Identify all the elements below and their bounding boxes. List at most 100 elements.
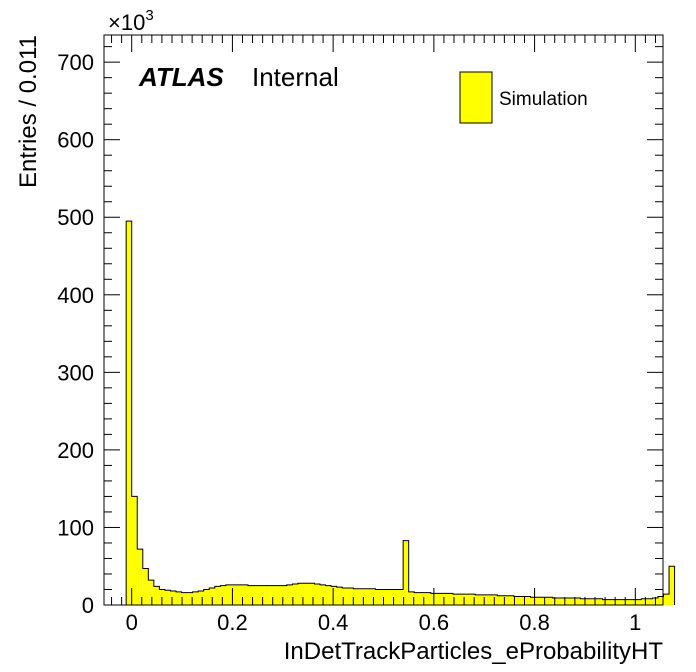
histogram-bar (192, 591, 199, 605)
x-axis-label: InDetTrackParticles_eProbabilityHT (284, 638, 664, 665)
y-axis-multiplier: ×103 (108, 7, 154, 35)
histogram-bar (513, 596, 520, 605)
histogram-bar (458, 594, 465, 605)
histogram-bar (397, 589, 404, 605)
histogram-bar (253, 585, 260, 605)
histogram-bar (164, 590, 171, 605)
histogram-bar (320, 584, 326, 605)
histogram-bar (452, 594, 459, 605)
histogram-bar (353, 588, 359, 605)
histogram-bar (148, 580, 154, 605)
histogram-bar (153, 586, 160, 605)
histogram-outline (125, 220, 676, 605)
histogram-bar (220, 585, 226, 605)
histogram-bar (591, 598, 598, 605)
histogram-bar (403, 540, 409, 605)
histogram-bar (264, 585, 271, 605)
histogram-bar (475, 594, 481, 605)
atlas-status: Internal (252, 62, 339, 92)
y-tick-label: 0 (82, 593, 94, 618)
histogram-bar (630, 599, 636, 605)
histogram-bar (187, 592, 193, 605)
histogram-bar (281, 585, 287, 605)
histogram-bar (386, 589, 393, 605)
x-tick-label: 1 (629, 610, 641, 635)
histogram-bar (552, 598, 559, 605)
x-axis-ticks: 0 0.2 0.4 0.6 0.8 1 (111, 35, 656, 635)
histogram-bar (441, 593, 448, 605)
histogram-bar (308, 583, 315, 605)
histogram-bar (414, 592, 420, 605)
x-tick-label: 0 (126, 610, 138, 635)
histogram-bar (214, 586, 221, 605)
histogram-bar (486, 594, 492, 605)
histogram-bar (419, 592, 426, 605)
histogram-bar (597, 598, 603, 605)
histogram-bar (209, 587, 215, 605)
histogram-bar (275, 585, 282, 605)
x-tick-label: 0.4 (318, 610, 349, 635)
histogram-bar (303, 583, 309, 605)
histogram-bar (547, 597, 553, 605)
histogram-bar (364, 588, 370, 605)
histogram-bar (408, 591, 415, 605)
histogram-bar (331, 586, 337, 605)
histogram-bar (530, 597, 537, 605)
y-axis-ticks: 0 100 200 300 400 500 600 700 (57, 46, 663, 618)
histogram-bar (270, 585, 276, 605)
histogram-bar (447, 593, 453, 605)
histogram-bar (336, 587, 343, 605)
histogram-bar (635, 599, 642, 605)
histogram-bar (574, 598, 581, 605)
histogram-bar (580, 598, 586, 605)
histogram-bar (502, 595, 509, 605)
histogram-bar (569, 598, 575, 605)
histogram-bar (375, 589, 381, 605)
histogram-bar (613, 599, 620, 605)
y-tick-label: 100 (57, 515, 94, 540)
histogram-bar (286, 584, 293, 605)
histogram-bar (297, 583, 304, 605)
histogram-bar (342, 587, 348, 605)
histogram-bar (508, 595, 514, 605)
histogram-bar (464, 594, 470, 605)
histogram-bar (619, 599, 625, 605)
histogram-bar (236, 584, 243, 605)
legend-swatch (459, 71, 493, 124)
histogram-bar (142, 568, 149, 605)
histogram-bar (248, 585, 254, 605)
histogram-bar (347, 587, 354, 605)
histogram-bar (585, 598, 592, 605)
histogram-bar (292, 584, 298, 605)
histogram-bar (563, 598, 570, 605)
histogram-bar (480, 594, 487, 605)
histogram-bar (669, 566, 675, 605)
x-tick-label: 0.8 (519, 610, 550, 635)
y-axis-label: Entries / 0.011 (15, 35, 42, 188)
x-tick-label: 0.2 (217, 610, 248, 635)
y-tick-label: 200 (57, 438, 94, 463)
histogram-bar (646, 598, 653, 605)
histogram-bar (131, 496, 138, 605)
legend: Simulation (459, 71, 588, 124)
histogram-bar (242, 584, 249, 605)
histogram-bar (425, 592, 431, 605)
histogram-bar (641, 598, 647, 605)
histogram-bar (558, 598, 564, 605)
histogram-bar (497, 595, 503, 605)
histogram-bar (663, 594, 670, 605)
legend-entry: Simulation (499, 89, 588, 110)
histogram-bar (203, 589, 210, 605)
histogram-bar (392, 589, 398, 605)
histogram-bar (225, 584, 232, 605)
histogram-bar (314, 584, 321, 605)
histogram-bar (469, 594, 476, 605)
histogram-bar (325, 585, 332, 605)
histogram-bar (436, 593, 442, 605)
histogram-bar (170, 591, 177, 605)
histogram-bar (657, 596, 664, 605)
histogram-bar (358, 588, 365, 605)
histogram-bar (519, 596, 526, 605)
y-tick-label: 500 (57, 205, 94, 230)
